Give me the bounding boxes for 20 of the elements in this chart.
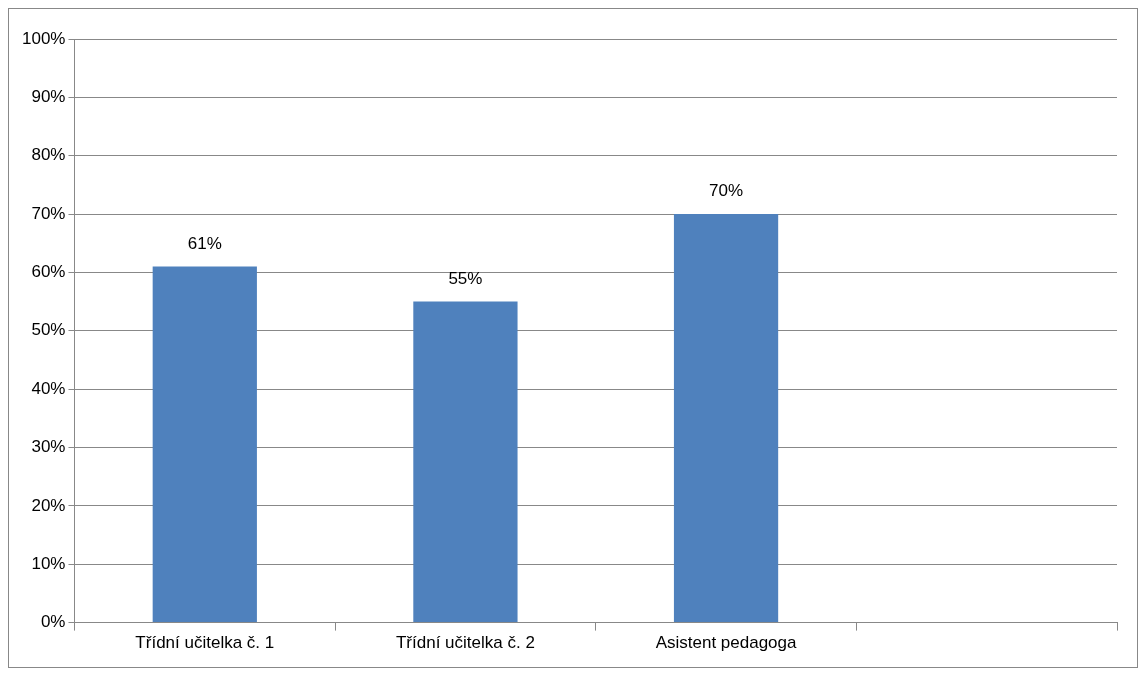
y-tick-label: 50% [31,320,66,340]
x-tick-label: Asistent pedagoga [655,633,798,653]
y-tick-label: 90% [31,87,66,107]
data-label: 55% [448,268,483,288]
y-tick-label: 100% [22,28,66,48]
data-label: 61% [187,233,222,253]
y-tick-label: 0% [40,612,66,632]
data-label: 70% [709,181,744,201]
y-tick-label: 80% [31,145,66,165]
bar [152,266,257,623]
bar [413,301,518,623]
x-tick-label: Třídní učitelka č. 2 [395,633,535,653]
y-tick-label: 30% [31,437,66,457]
x-tick-label: Třídní učitelka č. 1 [135,633,275,653]
y-tick-label: 60% [31,262,66,282]
y-tick-label: 20% [31,495,66,515]
y-tick-label: 70% [31,203,66,223]
y-tick-label: 40% [31,378,66,398]
bar [673,214,779,623]
y-tick-label: 10% [31,553,66,573]
